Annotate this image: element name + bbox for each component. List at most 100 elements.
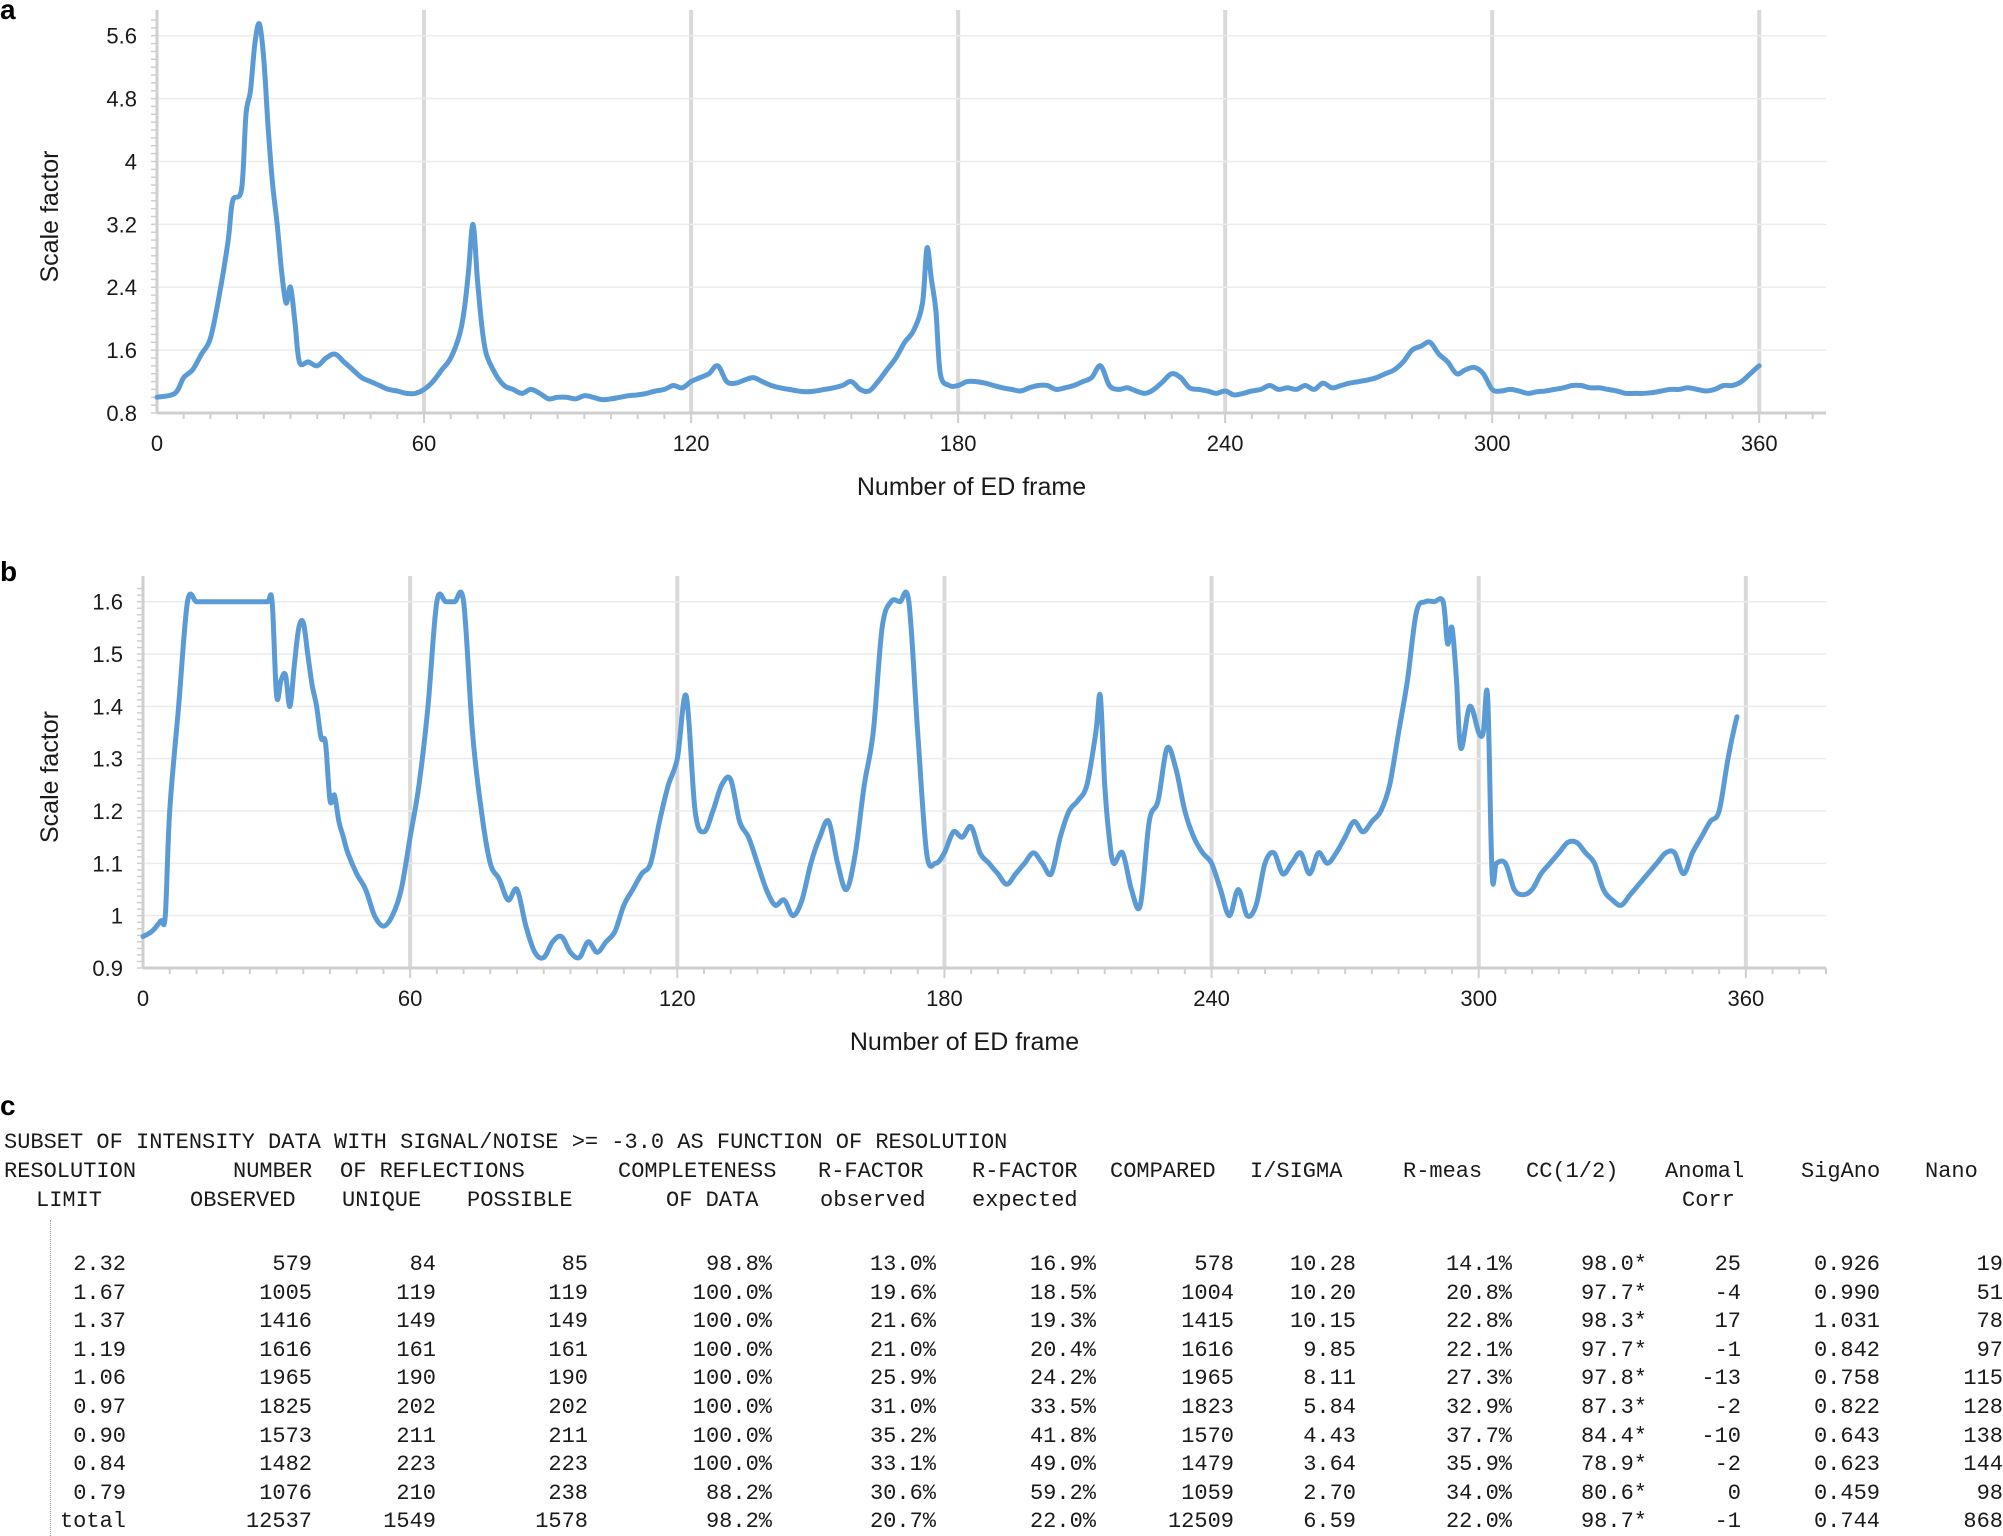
table-cell: 10.15 bbox=[1289, 1309, 1356, 1335]
total-row-cell: 22.0% bbox=[1029, 1509, 1096, 1535]
y-tick-label: 4.8 bbox=[106, 87, 137, 112]
table-cell: 32.9% bbox=[1445, 1395, 1512, 1420]
table-divider bbox=[50, 1220, 51, 1536]
table-cell: 8.11 bbox=[1303, 1366, 1356, 1392]
table-cell: 35.9% bbox=[1445, 1452, 1512, 1478]
header-cell: Nano bbox=[1925, 1159, 1978, 1184]
table-cell: 149 bbox=[548, 1309, 588, 1335]
table-cell: 17 bbox=[1714, 1309, 1741, 1335]
table-cell: 37.7% bbox=[1445, 1423, 1512, 1449]
table-cell: 0.990 bbox=[1813, 1280, 1880, 1306]
table-cell: 202 bbox=[396, 1395, 436, 1420]
total-row-cell: 98.2% bbox=[705, 1509, 772, 1535]
table-cell: 1479 bbox=[1181, 1452, 1234, 1478]
header-cell: POSSIBLE bbox=[467, 1188, 573, 1213]
table-title: SUBSET OF INTENSITY DATA WITH SIGNAL/NOI… bbox=[4, 1130, 1008, 1155]
table-cell: 223 bbox=[548, 1452, 588, 1478]
x-axis-title: Number of ED frame bbox=[850, 1028, 1079, 1056]
table-cell: 1059 bbox=[1181, 1480, 1234, 1506]
table-cell: 22.8% bbox=[1445, 1309, 1512, 1335]
table-cell: 16.9% bbox=[1029, 1252, 1096, 1277]
header-cell: OF REFLECTIONS bbox=[340, 1159, 525, 1184]
header-cell: I/SIGMA bbox=[1250, 1159, 1343, 1184]
total-row-cell: 12509 bbox=[1167, 1509, 1234, 1535]
table-cell: 3.64 bbox=[1303, 1452, 1356, 1478]
header-cell: CC(1/2) bbox=[1526, 1159, 1619, 1184]
y-tick-label: 1 bbox=[111, 904, 123, 929]
table-cell: -1 bbox=[1714, 1337, 1741, 1363]
table-cell: 19.6% bbox=[869, 1280, 936, 1306]
y-tick-label: 1.4 bbox=[92, 694, 123, 719]
table-cell: 98.3* bbox=[1580, 1309, 1647, 1335]
table-cell: 1965 bbox=[259, 1366, 312, 1392]
table-cell: 1482 bbox=[259, 1452, 312, 1478]
x-tick-label: 120 bbox=[673, 431, 710, 456]
table-cell: 578 bbox=[1194, 1252, 1234, 1277]
header-cell: COMPARED bbox=[1110, 1159, 1216, 1184]
table-cell: 1.19 bbox=[73, 1337, 126, 1363]
table-cell: 98 bbox=[1976, 1480, 2003, 1506]
table-cell: 211 bbox=[548, 1423, 588, 1449]
x-tick-label: 0 bbox=[151, 431, 163, 456]
table-cell: 211 bbox=[396, 1423, 436, 1449]
table-cell: 100.0% bbox=[692, 1395, 772, 1420]
table-cell: 20.8% bbox=[1445, 1280, 1512, 1306]
table-cell: 51 bbox=[1976, 1280, 2003, 1306]
table-cell: 87.3* bbox=[1580, 1395, 1647, 1420]
header-cell: SigAno bbox=[1801, 1159, 1881, 1184]
table-cell: -13 bbox=[1701, 1366, 1741, 1392]
table-cell: 0.79 bbox=[73, 1480, 126, 1506]
header-cell: R-FACTOR bbox=[818, 1159, 924, 1184]
table-cell: 84.4* bbox=[1580, 1423, 1647, 1449]
table-cell: 223 bbox=[396, 1452, 436, 1478]
y-tick-label: 5.6 bbox=[106, 24, 137, 49]
table-cell: 78.9* bbox=[1580, 1452, 1647, 1478]
y-tick-label: 1.1 bbox=[92, 851, 123, 876]
table-cell: 119 bbox=[548, 1280, 588, 1306]
table-cell: 2.32 bbox=[73, 1252, 126, 1277]
y-axis-title: Scale factor bbox=[36, 150, 64, 282]
table-cell: 2.70 bbox=[1303, 1480, 1356, 1506]
table-cell: 210 bbox=[396, 1480, 436, 1506]
header-cell: R-meas bbox=[1403, 1159, 1483, 1184]
table-cell: 84 bbox=[409, 1252, 436, 1277]
table-cell: 115 bbox=[1963, 1366, 2003, 1392]
x-tick-label: 0 bbox=[137, 986, 149, 1011]
table-cell: 1616 bbox=[259, 1337, 312, 1363]
header-cell: R-FACTOR bbox=[972, 1159, 1078, 1184]
table-cell: 13.0% bbox=[869, 1252, 936, 1277]
table-cell: -2 bbox=[1714, 1452, 1741, 1478]
x-tick-label: 300 bbox=[1474, 431, 1511, 456]
header-cell: OF DATA bbox=[666, 1188, 759, 1213]
table-cell: 119 bbox=[396, 1280, 436, 1306]
table-cell: 97.7* bbox=[1580, 1337, 1647, 1363]
y-tick-label: 0.8 bbox=[106, 401, 137, 426]
x-tick-label: 360 bbox=[1727, 986, 1764, 1011]
table-cell: 49.0% bbox=[1029, 1452, 1096, 1478]
table-cell: 88.2% bbox=[705, 1480, 772, 1506]
table-cell: 98.8% bbox=[705, 1252, 772, 1277]
table-cell: 35.2% bbox=[869, 1423, 936, 1449]
table-cell: -2 bbox=[1714, 1395, 1741, 1420]
x-axis-title: Number of ED frame bbox=[857, 473, 1086, 501]
x-tick-label: 120 bbox=[659, 986, 696, 1011]
total-row-cell: 868 bbox=[1963, 1509, 2003, 1535]
table-cell: 1573 bbox=[259, 1423, 312, 1449]
table-cell: 78 bbox=[1976, 1309, 2003, 1335]
table-cell: 20.4% bbox=[1029, 1337, 1096, 1363]
y-tick-label: 1.2 bbox=[92, 799, 123, 824]
header-cell: expected bbox=[972, 1188, 1078, 1213]
table-cell: 1965 bbox=[1181, 1366, 1234, 1392]
y-tick-label: 1.6 bbox=[92, 590, 123, 615]
total-row-cell: 1578 bbox=[535, 1509, 588, 1535]
table-cell: 21.6% bbox=[869, 1309, 936, 1335]
header-cell: COMPLETENESS bbox=[618, 1159, 777, 1184]
table-cell: 97.8* bbox=[1580, 1366, 1647, 1392]
table-cell: 0.623 bbox=[1813, 1452, 1880, 1478]
table-cell: 0.758 bbox=[1813, 1366, 1880, 1392]
table-cell: 202 bbox=[548, 1395, 588, 1420]
total-row-cell: 1549 bbox=[383, 1509, 436, 1535]
table-cell: 1.06 bbox=[73, 1366, 126, 1392]
table-cell: 0.926 bbox=[1813, 1252, 1880, 1277]
x-tick-label: 360 bbox=[1741, 431, 1778, 456]
